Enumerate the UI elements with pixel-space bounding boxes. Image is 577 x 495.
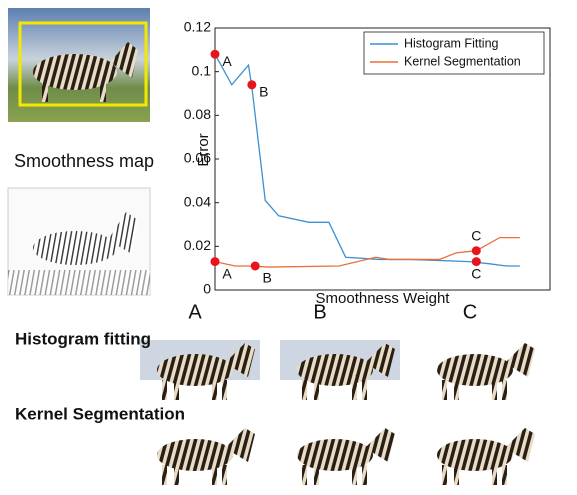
annotation-label: C: [471, 227, 481, 243]
y-tick-label: 0.04: [184, 193, 211, 209]
zebra-leg: [212, 380, 217, 400]
result-images: [140, 340, 535, 485]
annotation-label: B: [263, 270, 272, 286]
annotation-point: [471, 246, 481, 256]
zebra-leg: [162, 380, 167, 400]
y-axis-label: Error: [195, 133, 212, 166]
zebra-leg: [352, 465, 357, 485]
zebra-leg: [442, 380, 447, 400]
zebra-body: [437, 354, 513, 386]
annotation-label: A: [222, 265, 232, 281]
annotation-label: B: [259, 83, 268, 99]
zebra-head: [365, 343, 395, 377]
y-tick-label: 0.08: [184, 106, 211, 122]
zebra-leg: [362, 465, 367, 485]
zebra-leg: [222, 380, 227, 400]
zebra-leg: [442, 465, 447, 485]
smoothness-map-label: Smoothness map: [14, 151, 154, 171]
photo: [8, 8, 150, 122]
annotation-point: [250, 261, 260, 271]
y-tick-label: 0.1: [192, 62, 212, 78]
zebra-body: [157, 354, 233, 386]
zebra-head: [505, 428, 535, 462]
annotation-label: C: [471, 265, 481, 281]
legend-label: Kernel Segmentation: [404, 54, 521, 68]
zebra-leg: [302, 380, 307, 400]
legend-label: Histogram Fitting: [404, 36, 499, 50]
smoothness-map-image: [7, 187, 151, 296]
zebra-leg: [454, 465, 459, 485]
annotation-point: [210, 49, 220, 59]
annotation-label: A: [222, 53, 232, 69]
y-tick-label: 0: [203, 281, 211, 297]
zebra-leg: [302, 465, 307, 485]
zebra-leg: [212, 465, 217, 485]
zebra-leg: [314, 465, 319, 485]
annotation-point: [247, 80, 257, 90]
zebra-leg: [174, 465, 179, 485]
zebra-body: [157, 439, 233, 471]
zebra-leg: [502, 465, 507, 485]
zebra-body: [297, 439, 373, 471]
zebra-leg: [362, 380, 367, 400]
x-axis-label: Smoothness Weight: [316, 290, 451, 307]
annotation-point: [471, 257, 481, 267]
line: [214, 53, 520, 267]
zebra-leg: [314, 380, 319, 400]
zebra-head: [225, 343, 255, 377]
zebra-leg: [222, 465, 227, 485]
row-label: Histogram fitting: [15, 329, 151, 348]
zebra-leg: [492, 380, 497, 400]
y-tick-label: 0.02: [184, 237, 211, 253]
zebra-head: [365, 428, 395, 462]
zebra-body: [437, 439, 513, 471]
zebra-leg: [162, 465, 167, 485]
zebra-leg: [492, 465, 497, 485]
column-label: B: [313, 301, 326, 323]
column-label: C: [463, 301, 477, 323]
zebra-head: [225, 428, 255, 462]
y-tick-label: 0.06: [184, 150, 211, 166]
zebra-leg: [352, 380, 357, 400]
zebra-leg: [174, 380, 179, 400]
column-label: A: [188, 301, 202, 323]
legend-box: [363, 31, 545, 75]
zebra-leg: [502, 380, 507, 400]
y-tick-label: 0.12: [184, 19, 211, 35]
zebra-leg: [454, 380, 459, 400]
zebra-body: [297, 354, 373, 386]
zebra-head: [505, 343, 535, 377]
annotation-point: [210, 257, 220, 267]
row-label: Kernel Segmentation: [15, 404, 185, 423]
